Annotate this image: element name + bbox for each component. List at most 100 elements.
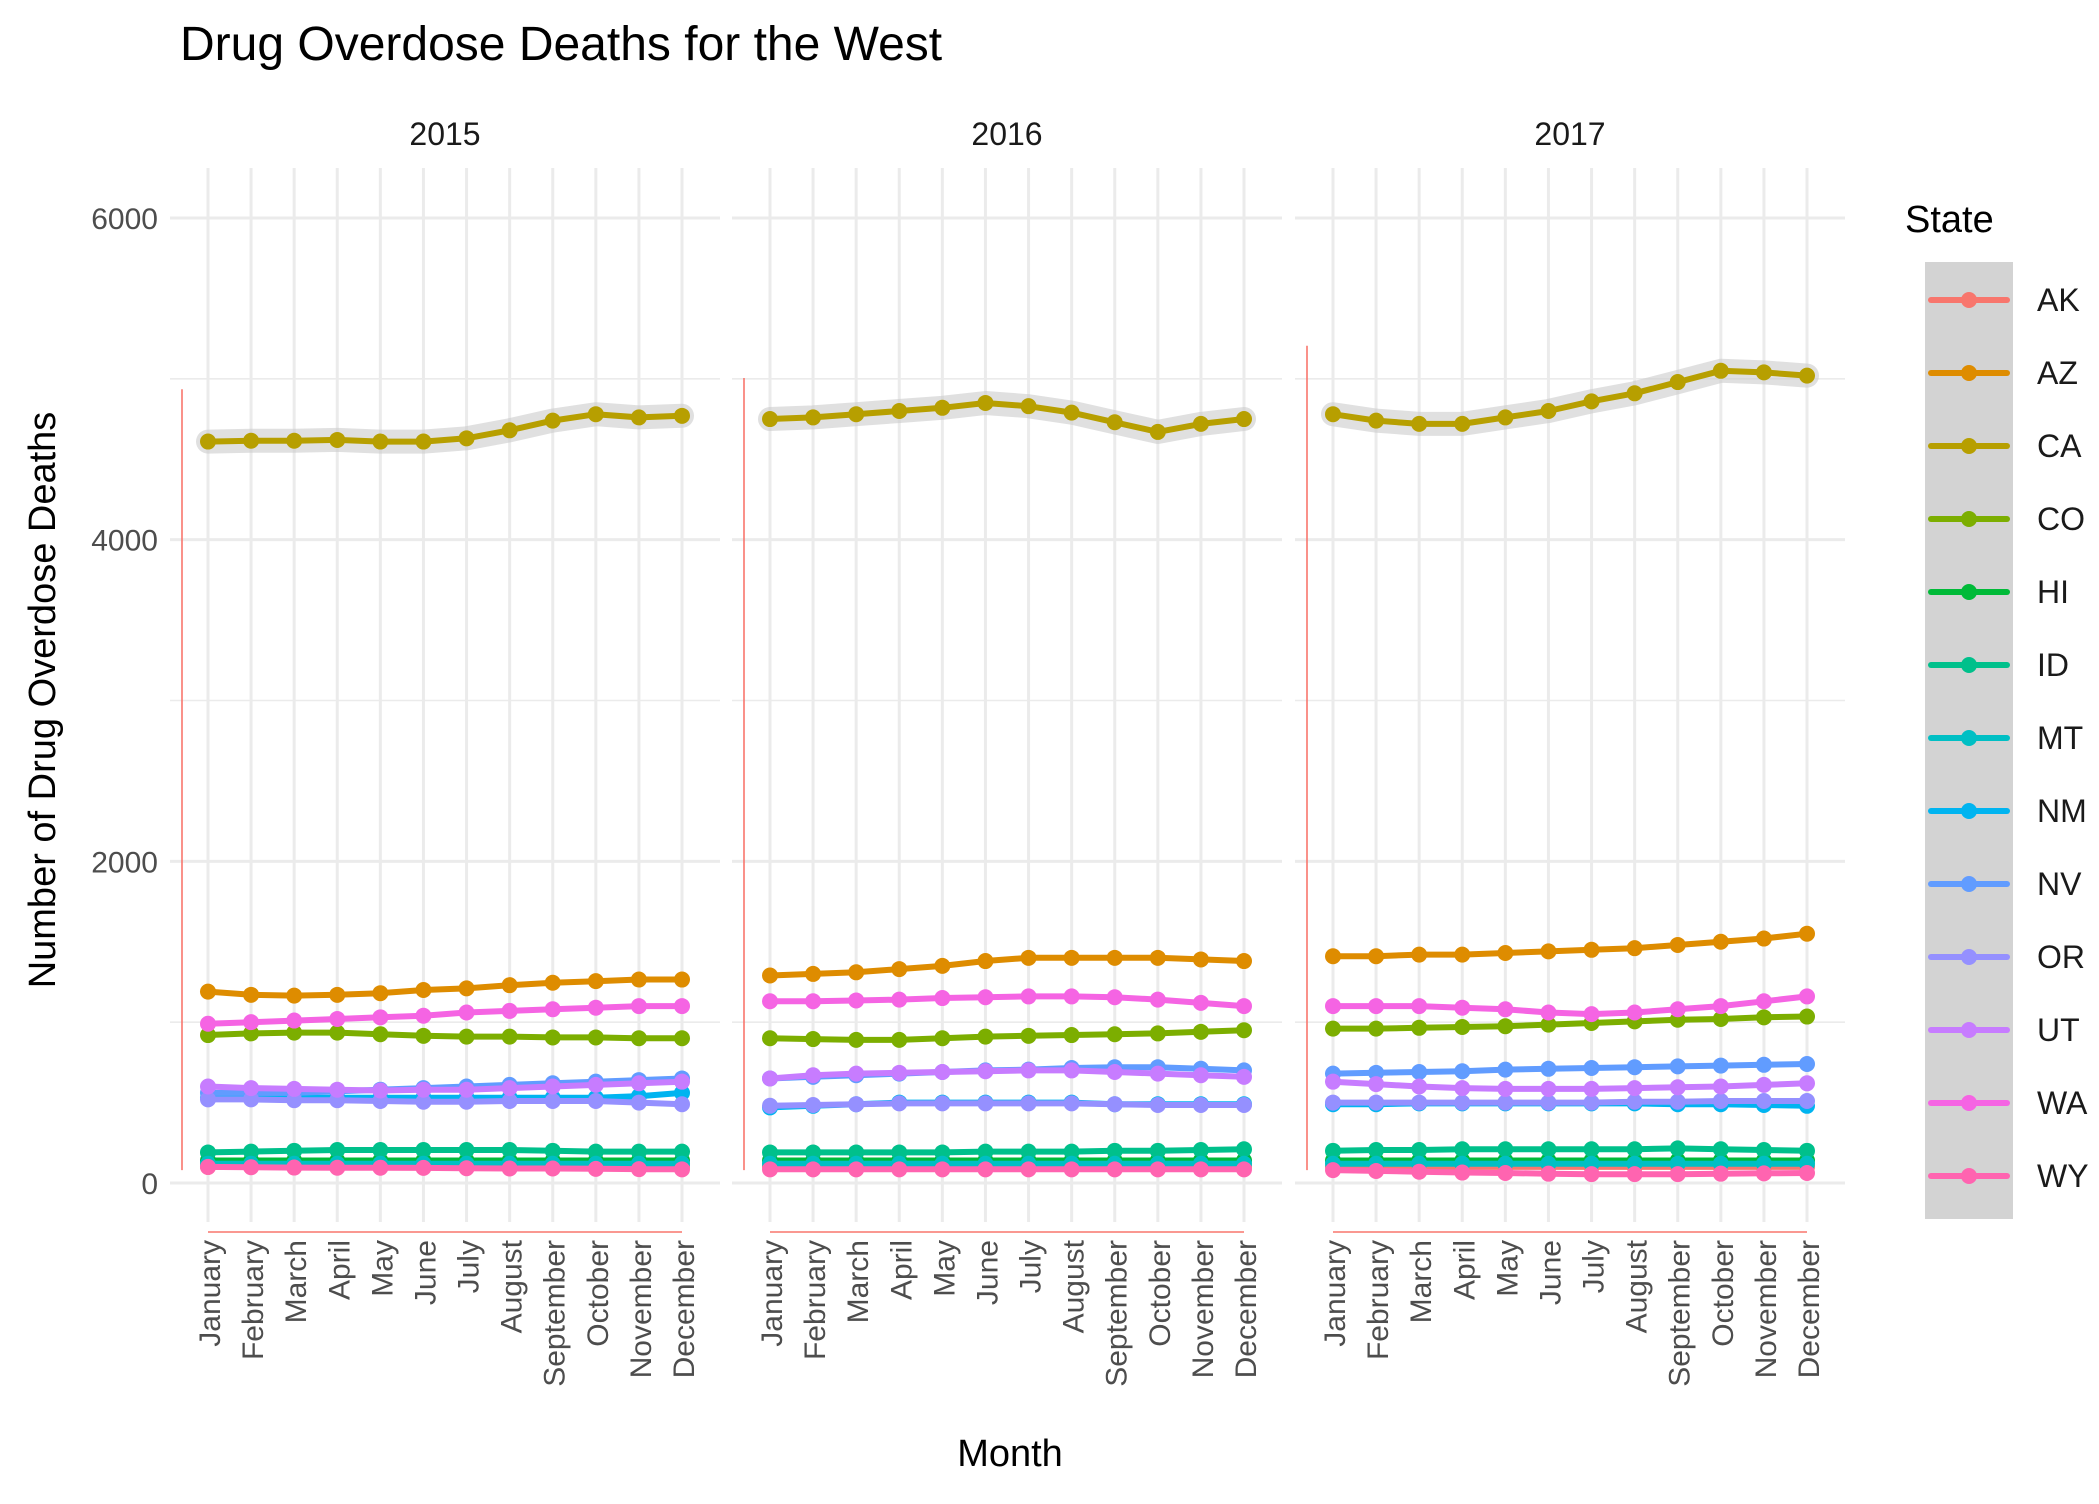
series-line-AZ bbox=[205, 976, 685, 999]
point-WY-April bbox=[891, 1161, 908, 1178]
x-tick-label: March bbox=[280, 1240, 313, 1323]
point-OR-June bbox=[977, 1095, 994, 1112]
point-CO-January bbox=[762, 1030, 778, 1047]
point-OR-April bbox=[891, 1095, 908, 1112]
legend-key-point-WY bbox=[1961, 1168, 1977, 1184]
facet-label-2016: 2016 bbox=[971, 116, 1042, 152]
point-OR-December bbox=[1236, 1096, 1252, 1113]
x-tick-label: July bbox=[1015, 1240, 1048, 1293]
point-CA-November bbox=[630, 409, 647, 426]
point-OR-March bbox=[848, 1096, 865, 1113]
point-WY-October bbox=[1712, 1165, 1729, 1182]
point-WY-March bbox=[1411, 1163, 1428, 1180]
point-ID-May bbox=[934, 1144, 951, 1161]
point-CA-October bbox=[1149, 423, 1166, 440]
point-AZ-October bbox=[587, 973, 604, 990]
point-WA-July bbox=[1583, 1006, 1600, 1023]
point-ID-June bbox=[1540, 1141, 1557, 1158]
point-CA-October bbox=[1712, 362, 1729, 379]
point-UT-May bbox=[934, 1064, 951, 1081]
point-ID-September bbox=[1669, 1140, 1686, 1157]
point-UT-November bbox=[1755, 1076, 1772, 1093]
point-WY-September bbox=[1669, 1166, 1686, 1183]
point-ID-February bbox=[1368, 1142, 1385, 1159]
point-ID-January bbox=[762, 1144, 778, 1161]
point-CA-February bbox=[805, 409, 822, 426]
point-WA-January bbox=[1325, 998, 1341, 1015]
y-tick-label: 0 bbox=[141, 1168, 158, 1201]
point-ID-May bbox=[1497, 1141, 1514, 1158]
point-OR-July bbox=[1583, 1094, 1600, 1111]
point-WY-April bbox=[1454, 1164, 1471, 1181]
point-AZ-August bbox=[1626, 940, 1643, 957]
point-OR-January bbox=[762, 1097, 778, 1114]
point-AZ-May bbox=[1497, 945, 1514, 962]
point-OR-October bbox=[1712, 1092, 1729, 1109]
point-CA-March bbox=[286, 432, 303, 449]
point-CO-June bbox=[1540, 1016, 1557, 1033]
point-UT-October bbox=[587, 1076, 604, 1093]
point-CO-February bbox=[243, 1025, 260, 1042]
point-AZ-December bbox=[1236, 953, 1252, 970]
point-CA-September bbox=[1669, 374, 1686, 391]
point-WY-May bbox=[372, 1159, 389, 1176]
point-OR-November bbox=[1192, 1096, 1209, 1113]
point-ID-July bbox=[458, 1142, 475, 1159]
point-AZ-March bbox=[1411, 946, 1428, 963]
point-OR-March bbox=[1411, 1094, 1428, 1111]
point-OR-September bbox=[544, 1092, 561, 1109]
point-CA-May bbox=[934, 399, 951, 416]
point-WA-December bbox=[674, 998, 690, 1015]
point-OR-February bbox=[243, 1091, 260, 1108]
point-CO-November bbox=[1192, 1023, 1209, 1040]
point-UT-October bbox=[1149, 1065, 1166, 1082]
point-UT-August bbox=[501, 1080, 518, 1097]
point-OR-October bbox=[587, 1092, 604, 1109]
point-ID-August bbox=[1063, 1143, 1080, 1160]
x-tick-label: February bbox=[799, 1240, 832, 1360]
point-UT-January bbox=[762, 1070, 778, 1087]
point-ID-August bbox=[1626, 1141, 1643, 1158]
legend-key-point-OR bbox=[1961, 949, 1977, 965]
point-AZ-April bbox=[891, 961, 908, 978]
point-UT-February bbox=[243, 1080, 260, 1097]
legend-label-UT: UT bbox=[2037, 1012, 2080, 1048]
point-CO-December bbox=[674, 1030, 690, 1047]
point-WY-February bbox=[1368, 1162, 1385, 1179]
x-axis-label: Month bbox=[957, 1433, 1063, 1475]
panels: 2015 0 2000 4000 6000 January February March Apr… bbox=[91, 116, 1845, 1387]
series-line-CO bbox=[205, 1029, 685, 1042]
point-CA-April bbox=[891, 403, 908, 419]
point-OR-May bbox=[1497, 1094, 1514, 1111]
point-CO-March bbox=[1411, 1019, 1428, 1036]
point-ID-December bbox=[674, 1143, 690, 1160]
point-UT-July bbox=[458, 1081, 475, 1098]
point-ID-April bbox=[891, 1144, 908, 1161]
x-tick-label: January bbox=[194, 1240, 227, 1347]
x-tick-label: November bbox=[625, 1240, 658, 1378]
point-UT-August bbox=[1063, 1062, 1080, 1079]
point-UT-September bbox=[1669, 1079, 1686, 1096]
x-tick-label: February bbox=[1362, 1240, 1395, 1360]
point-CO-September bbox=[544, 1029, 561, 1046]
x-tick-label: May bbox=[928, 1240, 961, 1297]
point-WY-March bbox=[286, 1159, 303, 1176]
legend-label-ID: ID bbox=[2037, 647, 2069, 683]
legend-key-point-MT bbox=[1961, 730, 1977, 746]
point-AZ-September bbox=[1669, 936, 1686, 953]
point-CA-December bbox=[674, 407, 690, 424]
point-WA-May bbox=[372, 1009, 389, 1026]
point-WA-April bbox=[891, 991, 908, 1008]
x-tick-label: April bbox=[323, 1240, 356, 1300]
point-WY-May bbox=[1497, 1165, 1514, 1182]
point-CO-August bbox=[501, 1028, 518, 1045]
point-NV-May bbox=[1497, 1061, 1514, 1078]
legend-key-point-WA bbox=[1961, 1095, 1977, 1111]
legend-label-WA: WA bbox=[2037, 1085, 2088, 1121]
point-UT-April bbox=[1454, 1080, 1471, 1097]
series-line-ID bbox=[1330, 1145, 1810, 1154]
point-ID-November bbox=[1755, 1142, 1772, 1159]
point-CA-April bbox=[1454, 415, 1471, 432]
x-tick-label: June bbox=[971, 1240, 1004, 1305]
x-tick-label: July bbox=[453, 1240, 486, 1293]
